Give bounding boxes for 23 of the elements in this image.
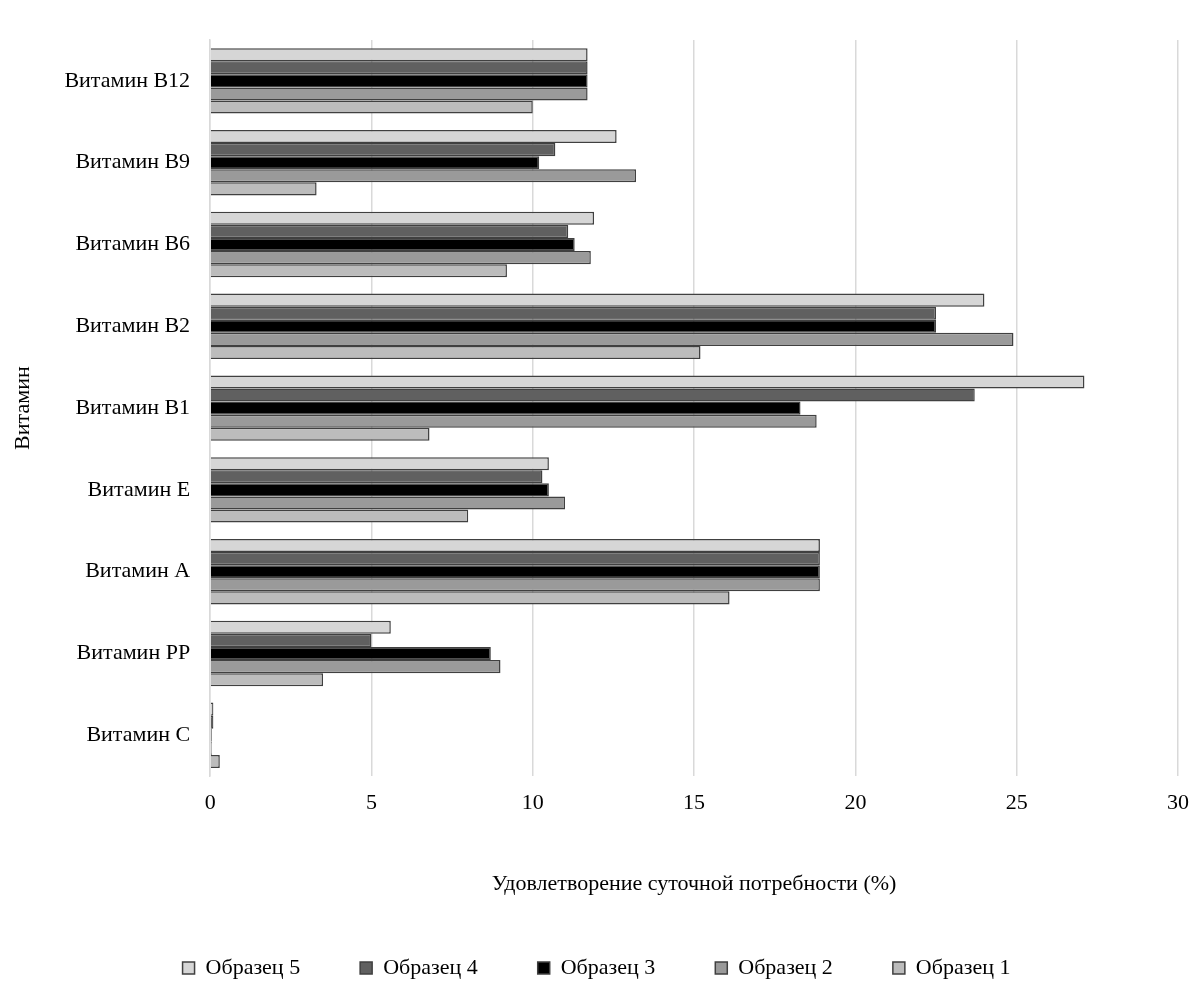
y-tick-label: Витамин B6 [75,230,191,256]
legend-label: Образец 1 [915,953,1011,979]
x-tick-label: 20 [844,789,867,815]
x-tick-label: 30 [1167,789,1189,815]
y-tick-label: Витамин B12 [64,66,191,92]
x-tick-label: 10 [521,789,544,815]
legend-label: Образец 5 [205,953,301,979]
y-axis-title: Витамин [8,366,34,450]
x-tick-label: 0 [204,789,216,815]
x-tick-label: 25 [1005,789,1028,815]
y-tick-label: Витамин A [85,557,191,583]
y-tick-label: Витамин E [87,475,191,501]
y-tick-label: Витамин B9 [75,148,191,174]
x-axis-title: Удовлетворение суточной потребности (%) [491,869,897,895]
legend-label: Образец 3 [560,953,656,979]
x-tick-label: 15 [683,789,706,815]
y-tick-label: Витамин PP [76,639,191,665]
y-tick-label: Витамин B1 [75,393,191,419]
x-tick-label: 5 [365,789,377,815]
y-tick-label: Витамин C [86,721,191,747]
y-tick-label: Витамин B2 [75,312,191,338]
legend-label: Образец 4 [383,953,478,979]
legend-label: Образец 2 [738,953,833,979]
